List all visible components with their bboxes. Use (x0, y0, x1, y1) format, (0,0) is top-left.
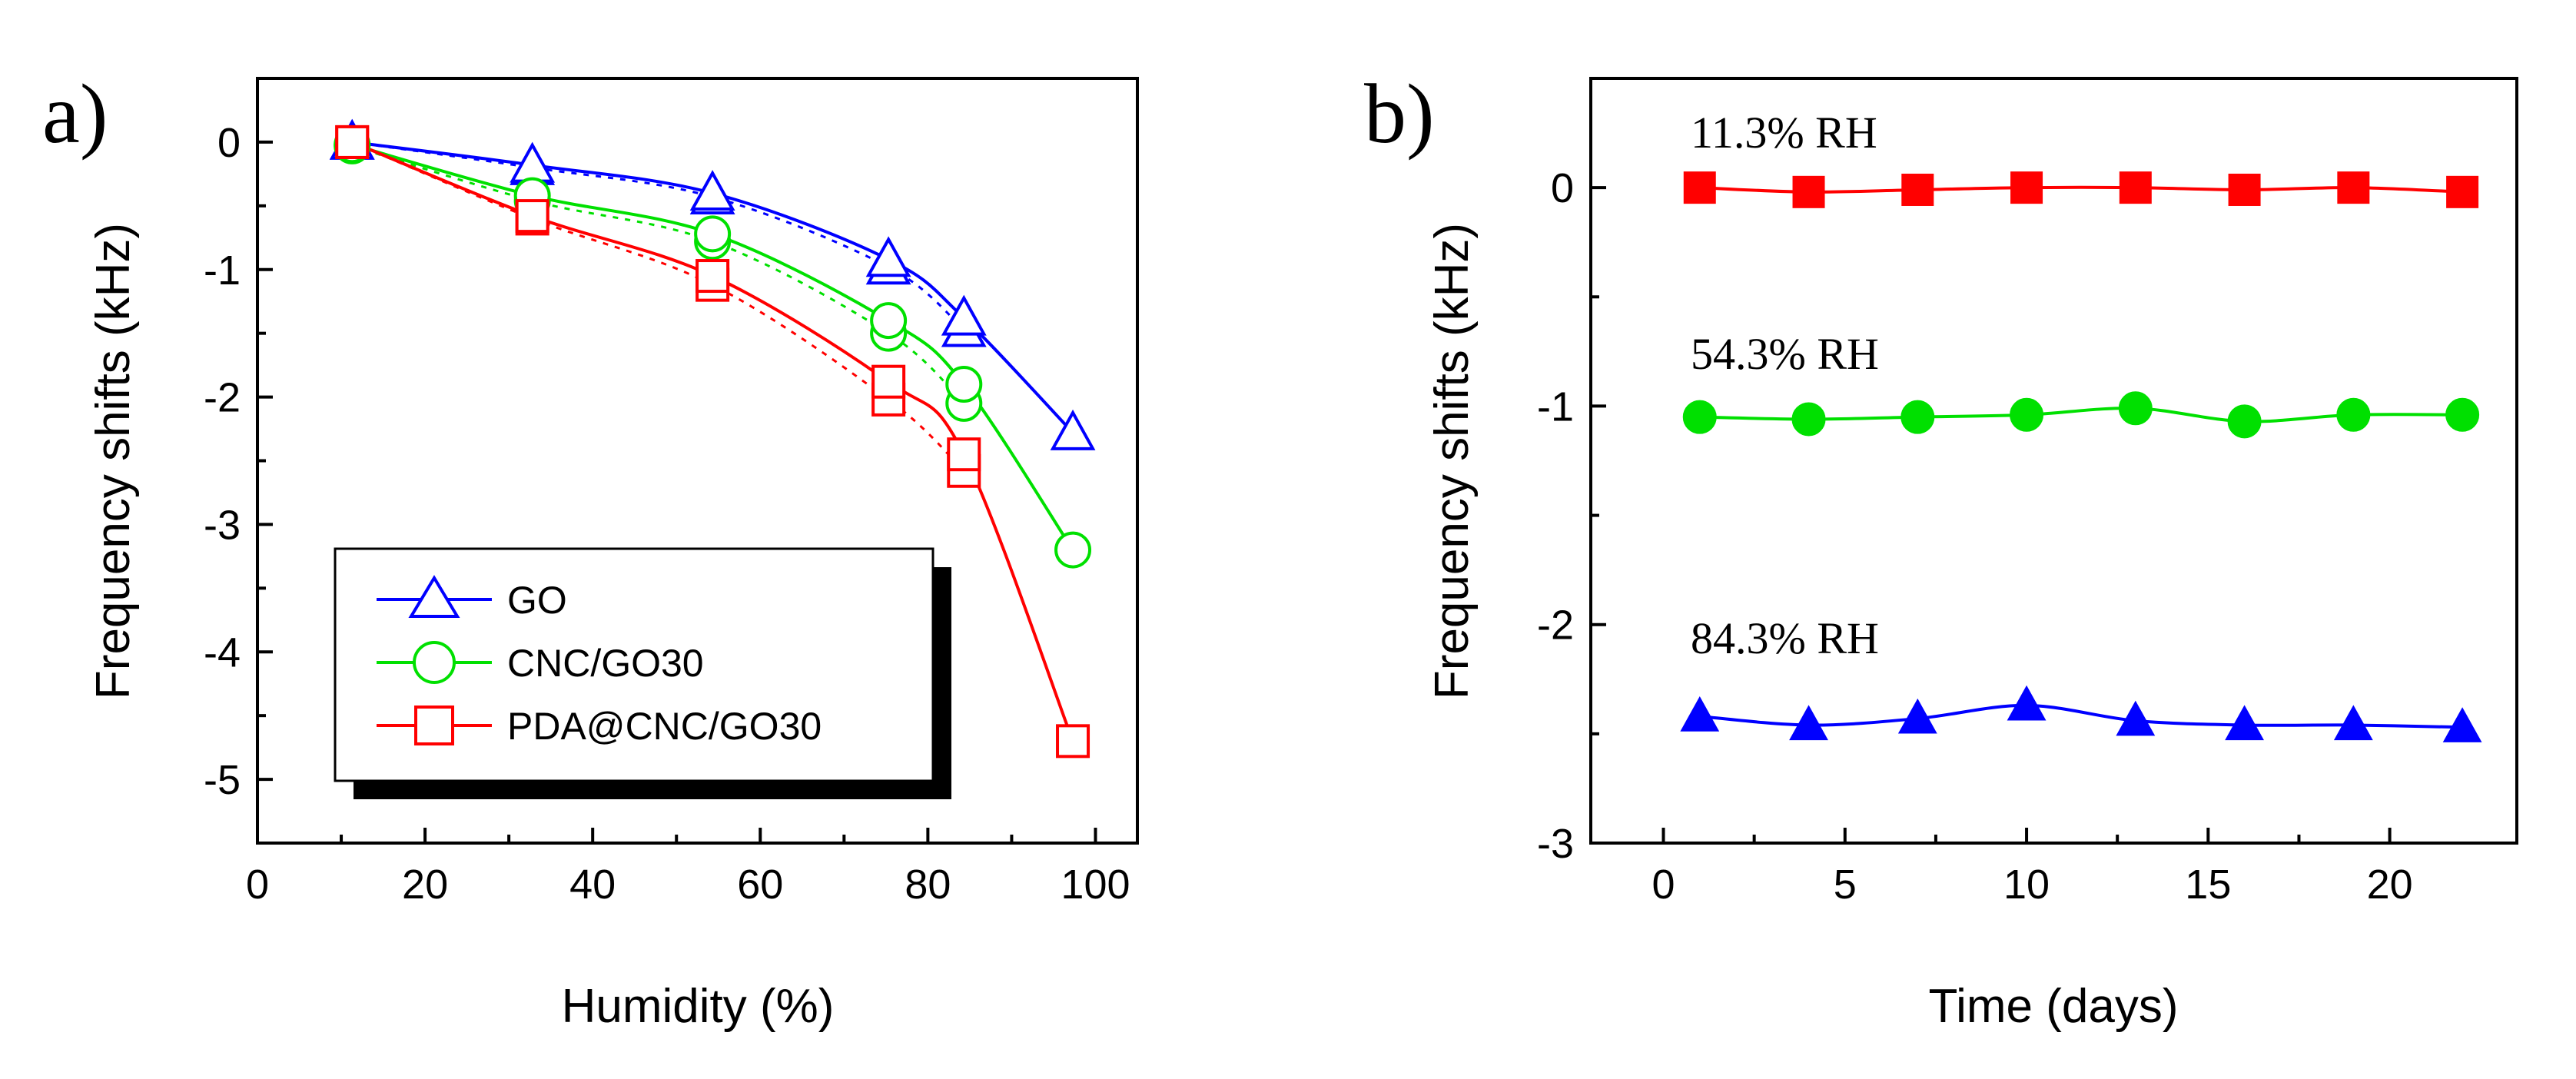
series-54-3-rh-point (1900, 400, 1935, 434)
panel-a-x-tick-label: 60 (737, 862, 783, 908)
series-84-3-rh-point (2225, 705, 2264, 741)
panel-b-y-tick-label: -3 (1537, 821, 1574, 867)
series-cnc-go30-point (1054, 531, 1092, 569)
annotation-54-3-rh: 54.3% RH (1691, 329, 1879, 379)
series-pda-cnc-go30-point (1056, 724, 1090, 759)
legend-item-cnc-go30: CNC/GO30 (377, 641, 704, 685)
series-54-3-rh-point (2445, 397, 2480, 432)
series-cnc-go30-point (870, 302, 908, 340)
series-54-3-rh-point (1682, 400, 1717, 434)
panel-a-y-tick-label: -1 (204, 247, 241, 294)
series-cnc-go30-point (694, 215, 732, 253)
series-11-3-rh-point (2228, 173, 2261, 206)
series-54-3-rh-point (2227, 404, 2262, 439)
series-pda-cnc-go30-point (871, 364, 906, 399)
series-go-point (865, 236, 911, 277)
series-pda-cnc-go30-point (695, 259, 730, 294)
panel-a-x-axis-title: Humidity (%) (562, 980, 835, 1033)
series-54-3-rh-point (2010, 397, 2044, 432)
series-pda-cnc-go30-line (351, 141, 1074, 742)
panel-a-y-tick-label: -5 (204, 757, 241, 803)
series-go-point (941, 294, 987, 336)
series-pda-cnc-go30-dotted-line (351, 141, 965, 472)
panel-b-ticks: 0 5 10 15 20 0 -1 -2 -3 (1537, 165, 2413, 908)
panel-a-letter: a) (42, 67, 108, 161)
panel-b-y-tick-label: -2 (1537, 603, 1574, 649)
series-cnc-go30-line (351, 143, 1074, 551)
series-54-3-rh-point (1791, 402, 1826, 437)
legend-marker-cnc-go30 (413, 641, 456, 684)
series-84-3-rh-point (1897, 698, 1937, 734)
series-pda-cnc-go30-point (335, 124, 370, 159)
series-54-3-rh-point (2118, 391, 2153, 426)
series-go-point (689, 170, 735, 211)
panel-b-x-tick-label: 0 (1651, 862, 1675, 908)
series-11-3-rh-point (2337, 171, 2370, 204)
legend-label-go: GO (507, 579, 567, 622)
series-54-3-rh-point (2336, 397, 2371, 432)
panel-a-ticks: 0 20 40 60 80 100 0 -1 -2 -3 -4 -5 (204, 120, 1130, 908)
series-11-3-rh-point (2446, 175, 2479, 208)
panel-a-markers (329, 118, 1096, 759)
panel-b-y-tick-label: -1 (1537, 383, 1574, 430)
panel-a-x-tick-label: 100 (1061, 862, 1130, 908)
series-84-3-rh-point (2007, 685, 2047, 721)
series-11-3-rh-point (1683, 171, 1716, 204)
series-84-3-rh-point (2116, 700, 2156, 736)
series-84-3-rh-point (2333, 705, 2373, 741)
panel-b-y-axis-title: Frequency shifts (kHz) (1426, 223, 1479, 699)
panel-a-y-tick-label: -3 (204, 502, 241, 548)
panel-b-x-tick-label: 5 (1834, 862, 1857, 908)
panel-b-y-tick-label: 0 (1551, 165, 1574, 211)
legend-label-cnc-go30: CNC/GO30 (507, 642, 704, 685)
series-84-3-rh-line (1699, 703, 2463, 729)
series-84-3-rh-point (1680, 696, 1720, 732)
panel-a-x-tick-label: 40 (569, 862, 616, 908)
series-84-3-rh-point (2442, 707, 2482, 742)
series-11-3-rh-point (1792, 175, 1825, 208)
panel-b-plot-frame (1589, 77, 2518, 845)
panel-a-y-tick-label: -4 (204, 629, 241, 676)
series-pda-cnc-go30-point (515, 199, 549, 234)
panel-a-x-tick-label: 20 (402, 862, 448, 908)
annotation-84-3-rh: 84.3% RH (1691, 613, 1879, 663)
series-84-3-rh-point (1789, 705, 1828, 741)
series-pda-cnc-go30-point (947, 437, 981, 472)
legend-marker-pda-cnc-go30 (414, 706, 454, 745)
panel-a-legend: GO CNC/GO30 PDA@CNC/GO30 (334, 547, 951, 799)
series-cnc-go30-point (945, 366, 983, 403)
panel-b: b) 0 5 10 15 20 0 -1 -2 -3 11.3% RH 54.3% RH 84.… (1364, 67, 2518, 1033)
panel-b-x-tick-label: 15 (2185, 862, 2231, 908)
panel-b-x-tick-label: 10 (2003, 862, 2050, 908)
panel-b-x-axis-title: Time (days) (1929, 980, 2179, 1033)
panel-a-y-tick-label: 0 (217, 120, 241, 166)
legend-item-go: GO (377, 575, 567, 622)
panel-b-x-tick-label: 20 (2367, 862, 2413, 908)
annotation-11-3-rh: 11.3% RH (1691, 108, 1877, 158)
series-11-3-rh-point (1901, 173, 1934, 206)
legend-marker-go (408, 575, 460, 618)
panel-a-x-tick-label: 0 (246, 862, 269, 908)
panel-a-x-tick-label: 80 (905, 862, 951, 908)
legend-label-pda-cnc-go30: PDA@CNC/GO30 (507, 705, 822, 748)
series-11-3-rh-point (2010, 171, 2043, 204)
panel-a-y-tick-label: -2 (204, 375, 241, 421)
panel-a-y-axis-title: Frequency shifts (kHz) (87, 223, 140, 699)
panel-b-letter: b) (1364, 67, 1435, 161)
legend-item-pda-cnc-go30: PDA@CNC/GO30 (377, 705, 822, 748)
series-go-point (1050, 409, 1096, 450)
series-11-3-rh-point (2119, 171, 2152, 204)
panel-b-markers (1680, 171, 2482, 742)
